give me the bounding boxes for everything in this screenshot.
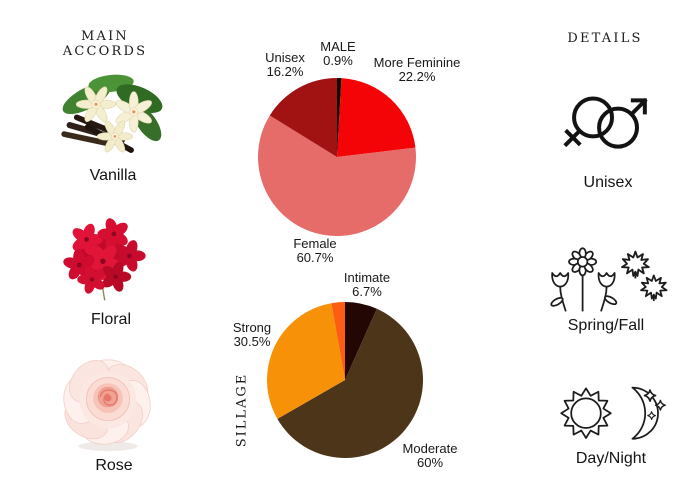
sunflower	[568, 247, 598, 312]
pie-slice-male	[337, 78, 342, 157]
vanilla-image	[61, 74, 163, 153]
accord-label-rose: Rose	[95, 457, 133, 474]
sillage-pie-chart	[267, 302, 423, 458]
slice-value: 16.2%	[266, 64, 304, 80]
slice-value: 60.7%	[296, 250, 334, 266]
tulip-left	[550, 272, 570, 312]
main-accords-heading: MAIN ACCORDS	[62, 29, 148, 59]
sillage-axis-title: SILLAGE	[234, 372, 250, 448]
floral-image	[63, 218, 146, 301]
sun-moon-icon	[560, 386, 666, 440]
slice-value: 22.2%	[398, 69, 436, 85]
slice-name: Moderate	[402, 441, 458, 456]
pie-label-intimate: Intimate 6.7%	[322, 270, 412, 300]
tulip-right	[597, 272, 618, 312]
pie-label-moderate: Moderate 60%	[380, 441, 480, 471]
gender-pie-chart	[258, 78, 416, 236]
pie-label-unisex: Unisex 16.2%	[245, 50, 325, 80]
pie-slice-more-feminine	[337, 78, 416, 157]
slice-name: Unisex	[265, 50, 305, 65]
slice-name: Strong	[232, 320, 272, 335]
slice-value: 60%	[416, 455, 444, 471]
spring-flowers-fall-leaves-icon	[550, 247, 668, 312]
detail-label-spring-fall: Spring/Fall	[567, 317, 645, 334]
slice-name: More Feminine	[373, 55, 461, 70]
slice-name: Intimate	[343, 270, 391, 285]
pie-label-female: Female 60.7%	[270, 236, 360, 266]
pie-label-male: MALE 0.9%	[303, 39, 373, 69]
slice-value: 6.7%	[352, 284, 382, 300]
slice-value: 30.5%	[233, 334, 271, 350]
pie-label-more-feminine: More Feminine 22.2%	[352, 55, 482, 85]
pie-slice-female	[258, 115, 416, 236]
slice-name: Female	[293, 236, 337, 251]
maple-leaf-2	[640, 274, 668, 301]
accord-label-floral: Floral	[90, 311, 131, 328]
details-heading: DETAILS	[567, 31, 643, 46]
detail-label-day-night: Day/Night	[575, 450, 647, 467]
sparkles	[643, 389, 666, 421]
accord-label-vanilla: Vanilla	[89, 167, 137, 184]
pie-slice-strong	[267, 303, 345, 419]
pie-slice-unlabeled	[331, 302, 345, 380]
slice-name: MALE	[320, 39, 356, 54]
pie-label-strong: Strong 30.5%	[212, 320, 292, 350]
slice-value: 0.9%	[323, 53, 353, 69]
detail-label-unisex: Unisex	[583, 174, 633, 191]
pie-slice-moderate	[277, 308, 423, 458]
rose-image	[63, 359, 151, 452]
maple-leaf-1	[621, 250, 650, 279]
pie-slice-intimate	[345, 302, 377, 380]
unisex-gender-symbols-icon	[563, 96, 648, 149]
geranium-blossoms	[63, 218, 146, 294]
pie-slice-unisex	[269, 78, 337, 157]
vanilla-blossoms	[75, 86, 152, 153]
sun	[560, 387, 612, 439]
